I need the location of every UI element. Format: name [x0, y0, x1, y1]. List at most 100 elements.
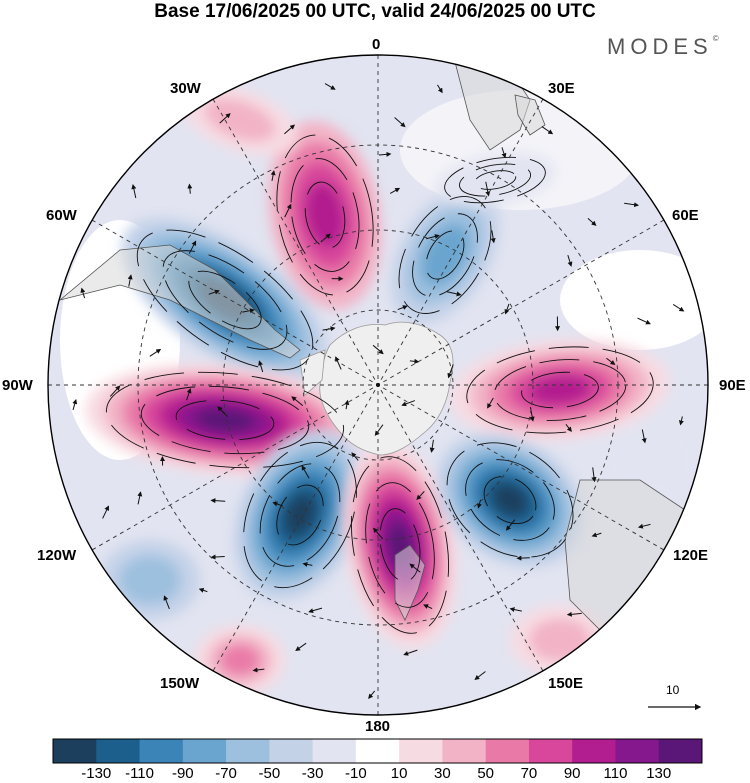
wind-arrow: [474, 671, 486, 680]
wind-arrow: [416, 491, 425, 501]
colorbar-swatch: [53, 739, 97, 763]
wind-arrow: [567, 254, 573, 267]
map-title: Base 17/06/2025 00 UTC, valid 24/06/2025…: [154, 1, 596, 22]
pole-marker: [376, 383, 380, 387]
wind-arrow: [344, 399, 350, 410]
streamline: [446, 442, 574, 558]
colorbar-frame: [52, 738, 703, 764]
wind-arrow: [335, 356, 342, 370]
madagascar: [514, 94, 546, 136]
wind-arrow: [378, 151, 392, 157]
wind-arrow: [301, 465, 310, 479]
colorbar-swatch: [226, 739, 270, 763]
anomaly-contour: [204, 98, 276, 142]
streamline: [444, 156, 546, 204]
wind-arrow: [490, 230, 496, 244]
colorbar-swatch: [485, 739, 530, 763]
wind-arrow: [566, 611, 582, 617]
streamline: [162, 250, 288, 350]
wind-arrow: [624, 202, 640, 208]
wind-arrow: [131, 184, 137, 199]
brand-mark: ©: [712, 34, 719, 43]
brand-text: MODES: [607, 34, 713, 59]
wind-arrow: [252, 667, 265, 673]
streamline: [473, 170, 517, 190]
label-120e: 120E: [673, 547, 709, 564]
wind-arrow: [485, 181, 491, 197]
wind-arrow: [163, 595, 170, 610]
label-30w: 30W: [170, 80, 201, 97]
colorbar-tick-label: 30: [434, 765, 451, 782]
wind-arrow: [372, 344, 384, 355]
wind-arrow: [258, 360, 264, 373]
colorbar-tick-label: 90: [563, 765, 581, 782]
wind-arrow: [127, 274, 133, 287]
wind-arrow: [389, 187, 401, 194]
label-60e: 60E: [672, 207, 699, 224]
anomaly-contour: [283, 494, 317, 536]
new-zealand: [394, 544, 426, 621]
anomaly-contour: [195, 408, 255, 432]
wind-arrow: [102, 505, 109, 519]
colorbar-tick-label: -130: [81, 765, 112, 782]
wind-arrow: [374, 424, 384, 436]
wind-arrow: [188, 240, 197, 254]
wind-arrow: [210, 554, 225, 560]
anomaly-contour: [305, 182, 345, 248]
wind-arrow: [198, 587, 208, 593]
anomaly-contour: [119, 555, 181, 605]
colorbar-swatch: [442, 739, 487, 763]
wind-arrow: [401, 400, 416, 407]
wind-arrow: [678, 416, 684, 426]
wind-arrow: [137, 491, 143, 505]
streamline: [521, 371, 599, 409]
wind-arrow: [591, 532, 602, 538]
vector-scale-label: 10: [666, 683, 680, 697]
streamline: [276, 484, 324, 546]
streamline: [412, 213, 478, 297]
colorbar-swatch: [399, 739, 443, 763]
label-180: 180: [365, 718, 391, 735]
wind-arrow: [270, 170, 276, 181]
streamline: [276, 134, 374, 296]
wind-arrow: [372, 527, 384, 540]
wind-arrow: [606, 357, 616, 366]
colorbar-swatch: [182, 739, 227, 763]
colorbar: [52, 738, 703, 764]
anomaly-contour: [220, 644, 260, 676]
colorbar-swatch: [312, 739, 357, 763]
streamline: [493, 359, 627, 421]
wind-arrow: [423, 604, 433, 610]
anomaly-contour: [492, 483, 528, 517]
colorbar-tick-label: -10: [345, 765, 367, 782]
colorbar-swatch: [658, 739, 703, 763]
colorbar-swatch: [615, 739, 660, 763]
wind-arrow: [409, 563, 421, 573]
label-0: 0: [372, 36, 381, 53]
wind-arrow: [368, 690, 376, 699]
streamline: [304, 181, 346, 249]
label-150e: 150E: [548, 675, 584, 692]
modes-logo: MODES©: [607, 34, 719, 60]
wind-arrow: [409, 358, 420, 364]
colorbar-tick-label: 130: [646, 765, 672, 782]
wind-arrow: [397, 305, 408, 311]
wind-arrow: [504, 303, 510, 315]
wind-arrow: [509, 607, 522, 613]
colorbar-swatch: [269, 739, 314, 763]
antarctica: [319, 321, 454, 456]
streamline: [425, 230, 465, 280]
wind-arrow: [637, 523, 651, 529]
label-90e: 90E: [719, 377, 746, 394]
streamline: [379, 508, 421, 582]
wind-arrow: [394, 117, 406, 128]
colorbar-tick-label: 10: [390, 765, 408, 782]
colorbar-tick-label: -30: [301, 765, 324, 782]
wind-arrow: [447, 364, 454, 379]
streamline: [398, 196, 492, 314]
wind-arrow: [109, 385, 121, 397]
wind-arrow: [219, 113, 231, 124]
wind-arrow: [308, 607, 323, 614]
streamline: [175, 399, 275, 441]
